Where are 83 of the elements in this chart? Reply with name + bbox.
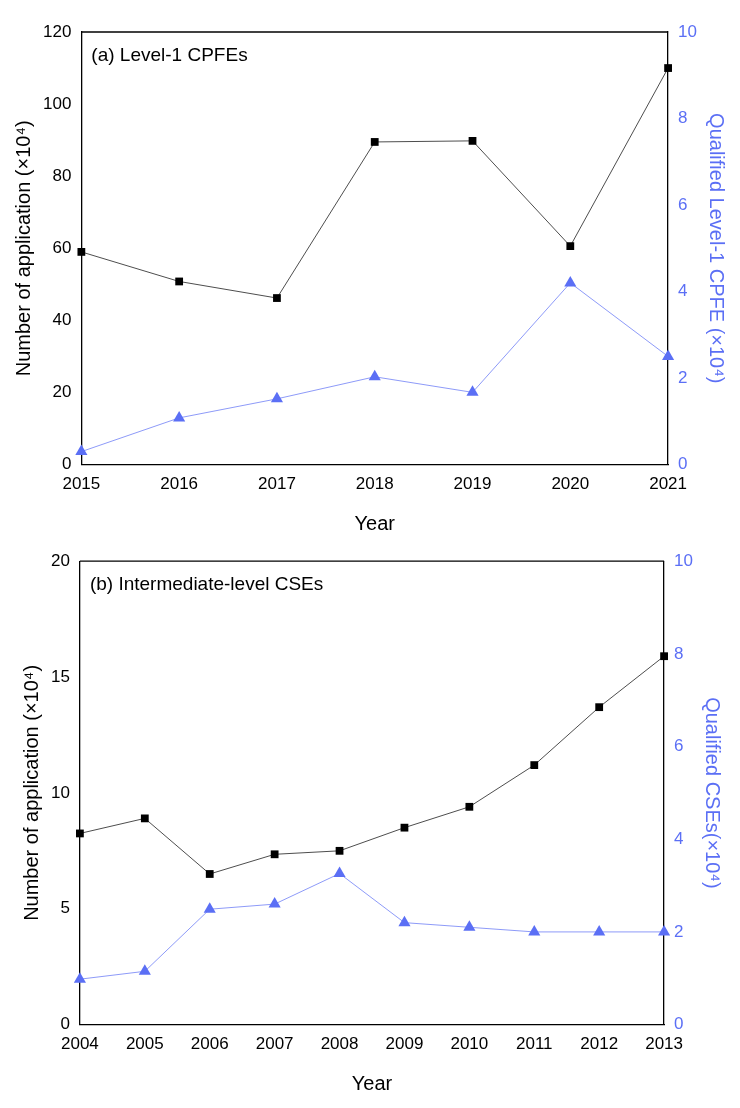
x-tick-label: 2013	[645, 1034, 683, 1054]
point	[465, 802, 474, 811]
x-tick-label: 2021	[649, 474, 687, 494]
point	[468, 136, 477, 145]
x-tick-label: 2016	[160, 474, 199, 494]
x-tick-label: 2019	[453, 474, 492, 494]
y2-tick-label: 10	[674, 550, 694, 570]
x-tick-label: 2010	[450, 1034, 489, 1054]
point	[370, 138, 379, 146]
x-tick-label: 2018	[355, 474, 394, 494]
y-tick-label: 0	[60, 1014, 70, 1034]
point	[335, 846, 344, 855]
y2-tick-label: 0	[674, 1014, 684, 1034]
x-tick-label: 2011	[515, 1034, 553, 1054]
y2-axis-title: Qualified CSEs(×10⁴)	[702, 697, 725, 889]
y-tick-label: 5	[60, 898, 70, 918]
point	[270, 850, 279, 859]
x-tick-label: 2015	[62, 474, 101, 494]
x-axis-title: Year	[354, 511, 396, 534]
point	[368, 369, 381, 381]
point	[73, 972, 86, 983]
point	[664, 64, 672, 72]
point	[138, 964, 151, 975]
y-tick-label: 15	[50, 666, 70, 686]
y-tick-label: 0	[61, 454, 72, 474]
point	[205, 870, 214, 878]
point	[400, 823, 409, 832]
point	[466, 385, 479, 396]
y2-tick-label: 8	[678, 108, 688, 128]
text: (b) Intermediate-level CSEs	[89, 572, 324, 594]
y-tick-label: 40	[52, 310, 72, 330]
y2-tick-label: 4	[674, 828, 684, 848]
point	[662, 349, 675, 360]
point	[77, 248, 86, 256]
y-tick-label: 80	[52, 165, 72, 185]
point	[75, 444, 88, 456]
point	[593, 924, 606, 936]
point	[175, 277, 184, 286]
point	[140, 814, 149, 823]
point	[268, 897, 281, 908]
y-tick-label: 20	[50, 550, 70, 570]
point	[270, 391, 283, 403]
point	[528, 924, 541, 936]
point	[530, 761, 539, 769]
y-tick-label: 100	[42, 93, 72, 113]
y-tick-label: 10	[50, 782, 70, 802]
y2-tick-label: 0	[678, 454, 688, 474]
y2-tick-label: 4	[678, 281, 688, 301]
y2-tick-label: 2	[674, 921, 684, 941]
x-tick-label: 2006	[190, 1034, 229, 1054]
point	[463, 920, 476, 931]
y2-axis-title: Qualified Level-1 CPFE (×10⁴)	[706, 113, 729, 384]
point	[76, 829, 84, 838]
y-tick-label: 20	[52, 382, 72, 402]
y-axis-title: Number of application (×10⁴)	[19, 664, 42, 921]
point	[566, 242, 575, 251]
point	[595, 703, 604, 712]
x-tick-label: 2017	[258, 474, 296, 494]
y2-tick-label: 6	[674, 736, 684, 756]
x-tick-label: 2012	[580, 1034, 619, 1054]
x-tick-label: 2007	[255, 1034, 294, 1054]
y2-tick-label: 10	[678, 21, 698, 41]
y-tick-label: 60	[52, 237, 72, 257]
point	[398, 915, 411, 927]
y-tick-label: 120	[42, 21, 72, 41]
y2-tick-label: 2	[678, 367, 688, 387]
point	[658, 924, 671, 936]
x-tick-label: 2020	[551, 474, 590, 494]
point	[273, 294, 281, 302]
point	[173, 410, 186, 422]
y-axis-title: Number of application (×10⁴)	[11, 120, 34, 377]
x-axis-title: Year	[351, 1071, 393, 1094]
x-tick-label: 2005	[125, 1034, 164, 1054]
point	[660, 652, 668, 661]
text: (a) Level-1 CPFEs	[91, 43, 248, 65]
point	[564, 275, 577, 287]
x-tick-label: 2004	[61, 1034, 99, 1054]
x-tick-label: 2009	[385, 1034, 424, 1054]
y2-tick-label: 8	[674, 643, 684, 663]
y2-tick-label: 6	[678, 194, 688, 214]
point	[333, 866, 346, 878]
point	[203, 902, 216, 913]
x-tick-label: 2008	[320, 1034, 359, 1054]
